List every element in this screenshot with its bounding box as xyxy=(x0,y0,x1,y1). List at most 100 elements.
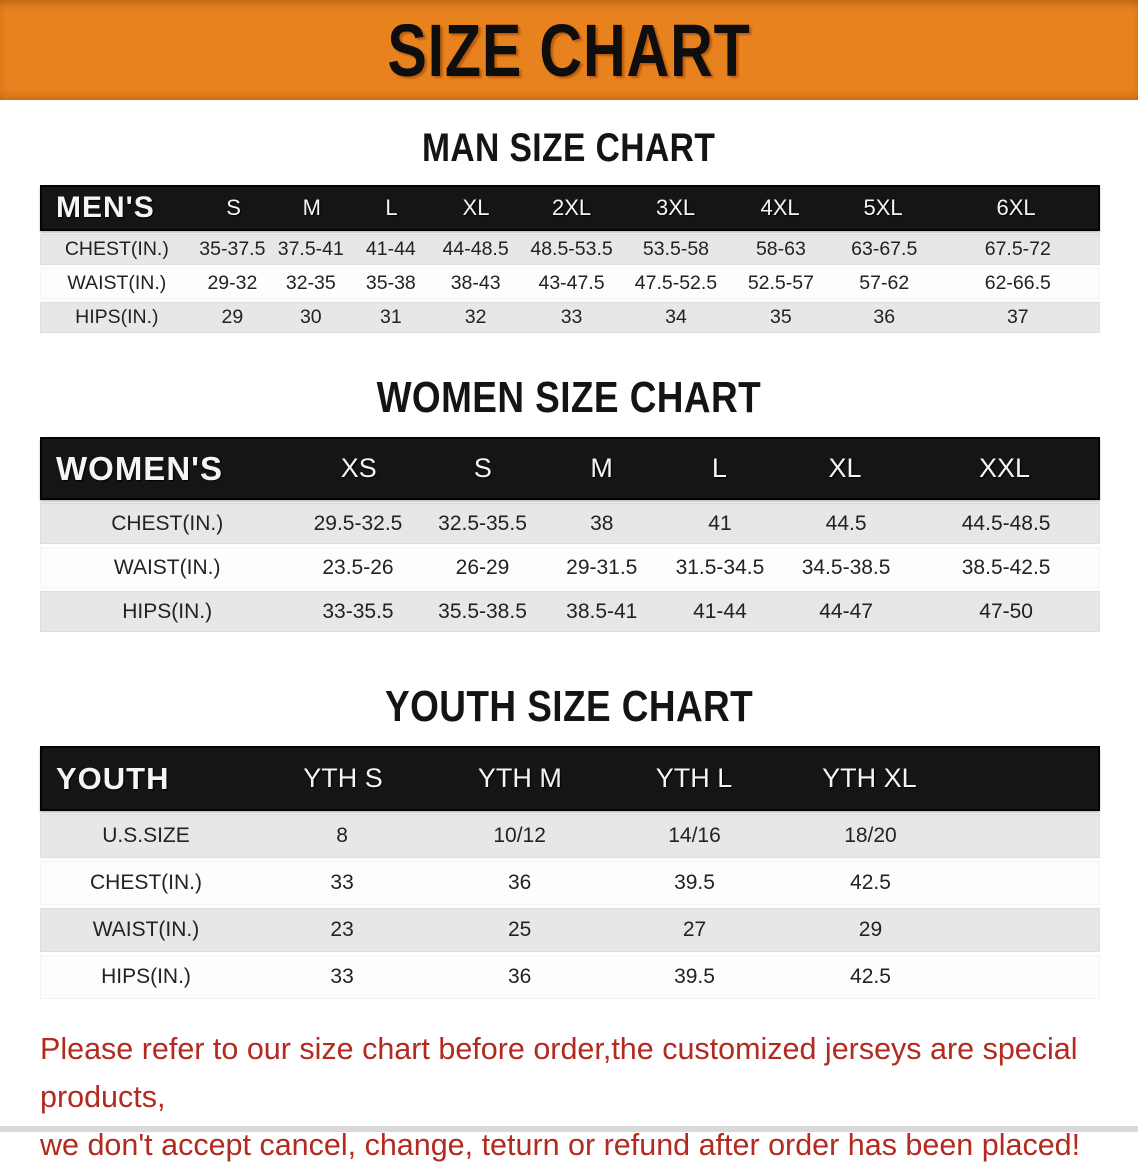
youth-heading-text: YOUTH SIZE CHART xyxy=(385,682,753,732)
value-cell: 23.5-26 xyxy=(294,556,421,580)
value-cell: 36 xyxy=(833,306,936,329)
value-cell: 35-38 xyxy=(351,272,432,295)
value-cell: 31.5-34.5 xyxy=(660,556,780,580)
youth-size-col: YTH XL xyxy=(781,763,957,794)
value-cell: 31 xyxy=(351,306,432,329)
men-size-col: XL xyxy=(432,195,521,221)
men-size-col: 5XL xyxy=(832,195,934,221)
bottom-edge-strip xyxy=(0,1126,1138,1132)
banner-title: SIZE CHART xyxy=(387,8,750,93)
disclaimer-line-1: Please refer to our size chart before or… xyxy=(40,1025,1108,1121)
value-cell: 37.5-41 xyxy=(271,238,351,261)
men-size-col: 2XL xyxy=(520,195,622,221)
value-cell: 43-47.5 xyxy=(520,272,623,295)
value-cell: 33 xyxy=(252,871,432,895)
value-cell: 29-32 xyxy=(194,272,271,295)
row-label-cell: CHEST(IN.) xyxy=(40,238,194,261)
value-cell: 57-62 xyxy=(833,272,936,295)
youth-table-header-row: YOUTH YTH S YTH M YTH L YTH XL xyxy=(40,746,1100,811)
value-cell: 33 xyxy=(252,965,432,989)
value-cell: 34 xyxy=(623,306,729,329)
value-cell: 32-35 xyxy=(271,272,351,295)
disclaimer-note: Please refer to our size chart before or… xyxy=(40,1025,1108,1169)
value-cell: 29 xyxy=(194,306,271,329)
men-header-label: MEN'S xyxy=(42,191,195,225)
value-cell: 29-31.5 xyxy=(543,556,660,580)
row-label-cell: CHEST(IN.) xyxy=(40,512,294,536)
value-cell: 63-67.5 xyxy=(833,238,936,261)
value-cell: 35-37.5 xyxy=(194,238,271,261)
youth-header-label: YOUTH xyxy=(42,761,253,797)
women-table-header-row: WOMEN'S XS S M L XL XXL xyxy=(40,437,1100,500)
value-cell: 47-50 xyxy=(912,600,1100,624)
men-waist-row: WAIST(IN.) 29-32 32-35 35-38 38-43 43-47… xyxy=(40,268,1100,299)
value-cell: 44-47 xyxy=(780,600,913,624)
men-heading-text: MAN SIZE CHART xyxy=(422,126,715,171)
row-label-cell: WAIST(IN.) xyxy=(40,918,252,942)
value-cell: 34.5-38.5 xyxy=(780,556,913,580)
value-cell: 35.5-38.5 xyxy=(422,600,544,624)
value-cell: 38.5-42.5 xyxy=(912,556,1100,580)
row-label-cell: CHEST(IN.) xyxy=(40,871,252,895)
youth-hips-row: HIPS(IN.) 33 36 39.5 42.5 xyxy=(40,955,1100,999)
row-label-cell: WAIST(IN.) xyxy=(40,556,294,580)
youth-ussize-row: U.S.SIZE 8 10/12 14/16 18/20 xyxy=(40,814,1100,858)
value-cell: 47.5-52.5 xyxy=(623,272,729,295)
value-cell: 42.5 xyxy=(782,871,959,895)
value-cell: 41-44 xyxy=(351,238,432,261)
women-heading-text: WOMEN SIZE CHART xyxy=(377,373,762,423)
youth-waist-row: WAIST(IN.) 23 25 27 29 xyxy=(40,908,1100,952)
men-table-header-row: MEN'S S M L XL 2XL 3XL 4XL 5XL 6XL xyxy=(40,185,1100,231)
value-cell: 62-66.5 xyxy=(936,272,1100,295)
value-cell: 44.5 xyxy=(780,512,913,536)
value-cell: 27 xyxy=(607,918,782,942)
value-cell: 36 xyxy=(432,871,607,895)
value-cell: 41 xyxy=(660,512,780,536)
value-cell: 58-63 xyxy=(729,238,833,261)
value-cell: 35 xyxy=(729,306,833,329)
women-size-col: XL xyxy=(779,453,911,484)
value-cell: 23 xyxy=(252,918,432,942)
women-chest-row: CHEST(IN.) 29.5-32.5 32.5-35.5 38 41 44.… xyxy=(40,503,1100,544)
size-chart-banner: SIZE CHART xyxy=(0,0,1138,100)
value-cell: 48.5-53.5 xyxy=(520,238,623,261)
men-size-col: M xyxy=(272,195,351,221)
value-cell: 44.5-48.5 xyxy=(912,512,1100,536)
value-cell: 67.5-72 xyxy=(936,238,1100,261)
value-cell: 37 xyxy=(936,306,1100,329)
women-size-table: WOMEN'S XS S M L XL XXL CHEST(IN.) 29.5-… xyxy=(40,437,1100,632)
value-cell: 26-29 xyxy=(422,556,544,580)
women-hips-row: HIPS(IN.) 33-35.5 35.5-38.5 38.5-41 41-4… xyxy=(40,591,1100,632)
youth-chest-row: CHEST(IN.) 33 36 39.5 42.5 xyxy=(40,861,1100,905)
value-cell: 8 xyxy=(252,824,432,848)
men-size-col: 3XL xyxy=(623,195,729,221)
row-label-cell: U.S.SIZE xyxy=(40,824,252,848)
value-cell: 38-43 xyxy=(431,272,520,295)
women-size-col: M xyxy=(544,453,660,484)
women-header-label: WOMEN'S xyxy=(42,450,295,488)
value-cell: 25 xyxy=(432,918,607,942)
women-size-col: L xyxy=(660,453,779,484)
row-label-cell: HIPS(IN.) xyxy=(40,965,252,989)
youth-size-col: YTH M xyxy=(433,763,607,794)
women-size-col: XS xyxy=(295,453,422,484)
men-size-col: S xyxy=(195,195,272,221)
youth-size-col: YTH L xyxy=(607,763,781,794)
value-cell: 30 xyxy=(271,306,351,329)
value-cell: 29 xyxy=(782,918,959,942)
youth-section-heading: YOUTH SIZE CHART xyxy=(0,682,1138,732)
men-hips-row: HIPS(IN.) 29 30 31 32 33 34 35 36 37 xyxy=(40,302,1100,333)
value-cell: 32.5-35.5 xyxy=(422,512,544,536)
women-size-col: S xyxy=(422,453,543,484)
youth-size-table: YOUTH YTH S YTH M YTH L YTH XL U.S.SIZE … xyxy=(40,746,1100,999)
value-cell: 39.5 xyxy=(607,965,782,989)
value-cell: 33-35.5 xyxy=(294,600,421,624)
men-section-heading: MAN SIZE CHART xyxy=(0,126,1138,171)
value-cell: 44-48.5 xyxy=(431,238,520,261)
men-size-table: MEN'S S M L XL 2XL 3XL 4XL 5XL 6XL CHEST… xyxy=(40,185,1100,333)
men-chest-row: CHEST(IN.) 35-37.5 37.5-41 41-44 44-48.5… xyxy=(40,234,1100,265)
men-size-col: 6XL xyxy=(934,195,1098,221)
row-label-cell: WAIST(IN.) xyxy=(40,272,194,295)
value-cell: 32 xyxy=(431,306,520,329)
value-cell: 41-44 xyxy=(660,600,780,624)
